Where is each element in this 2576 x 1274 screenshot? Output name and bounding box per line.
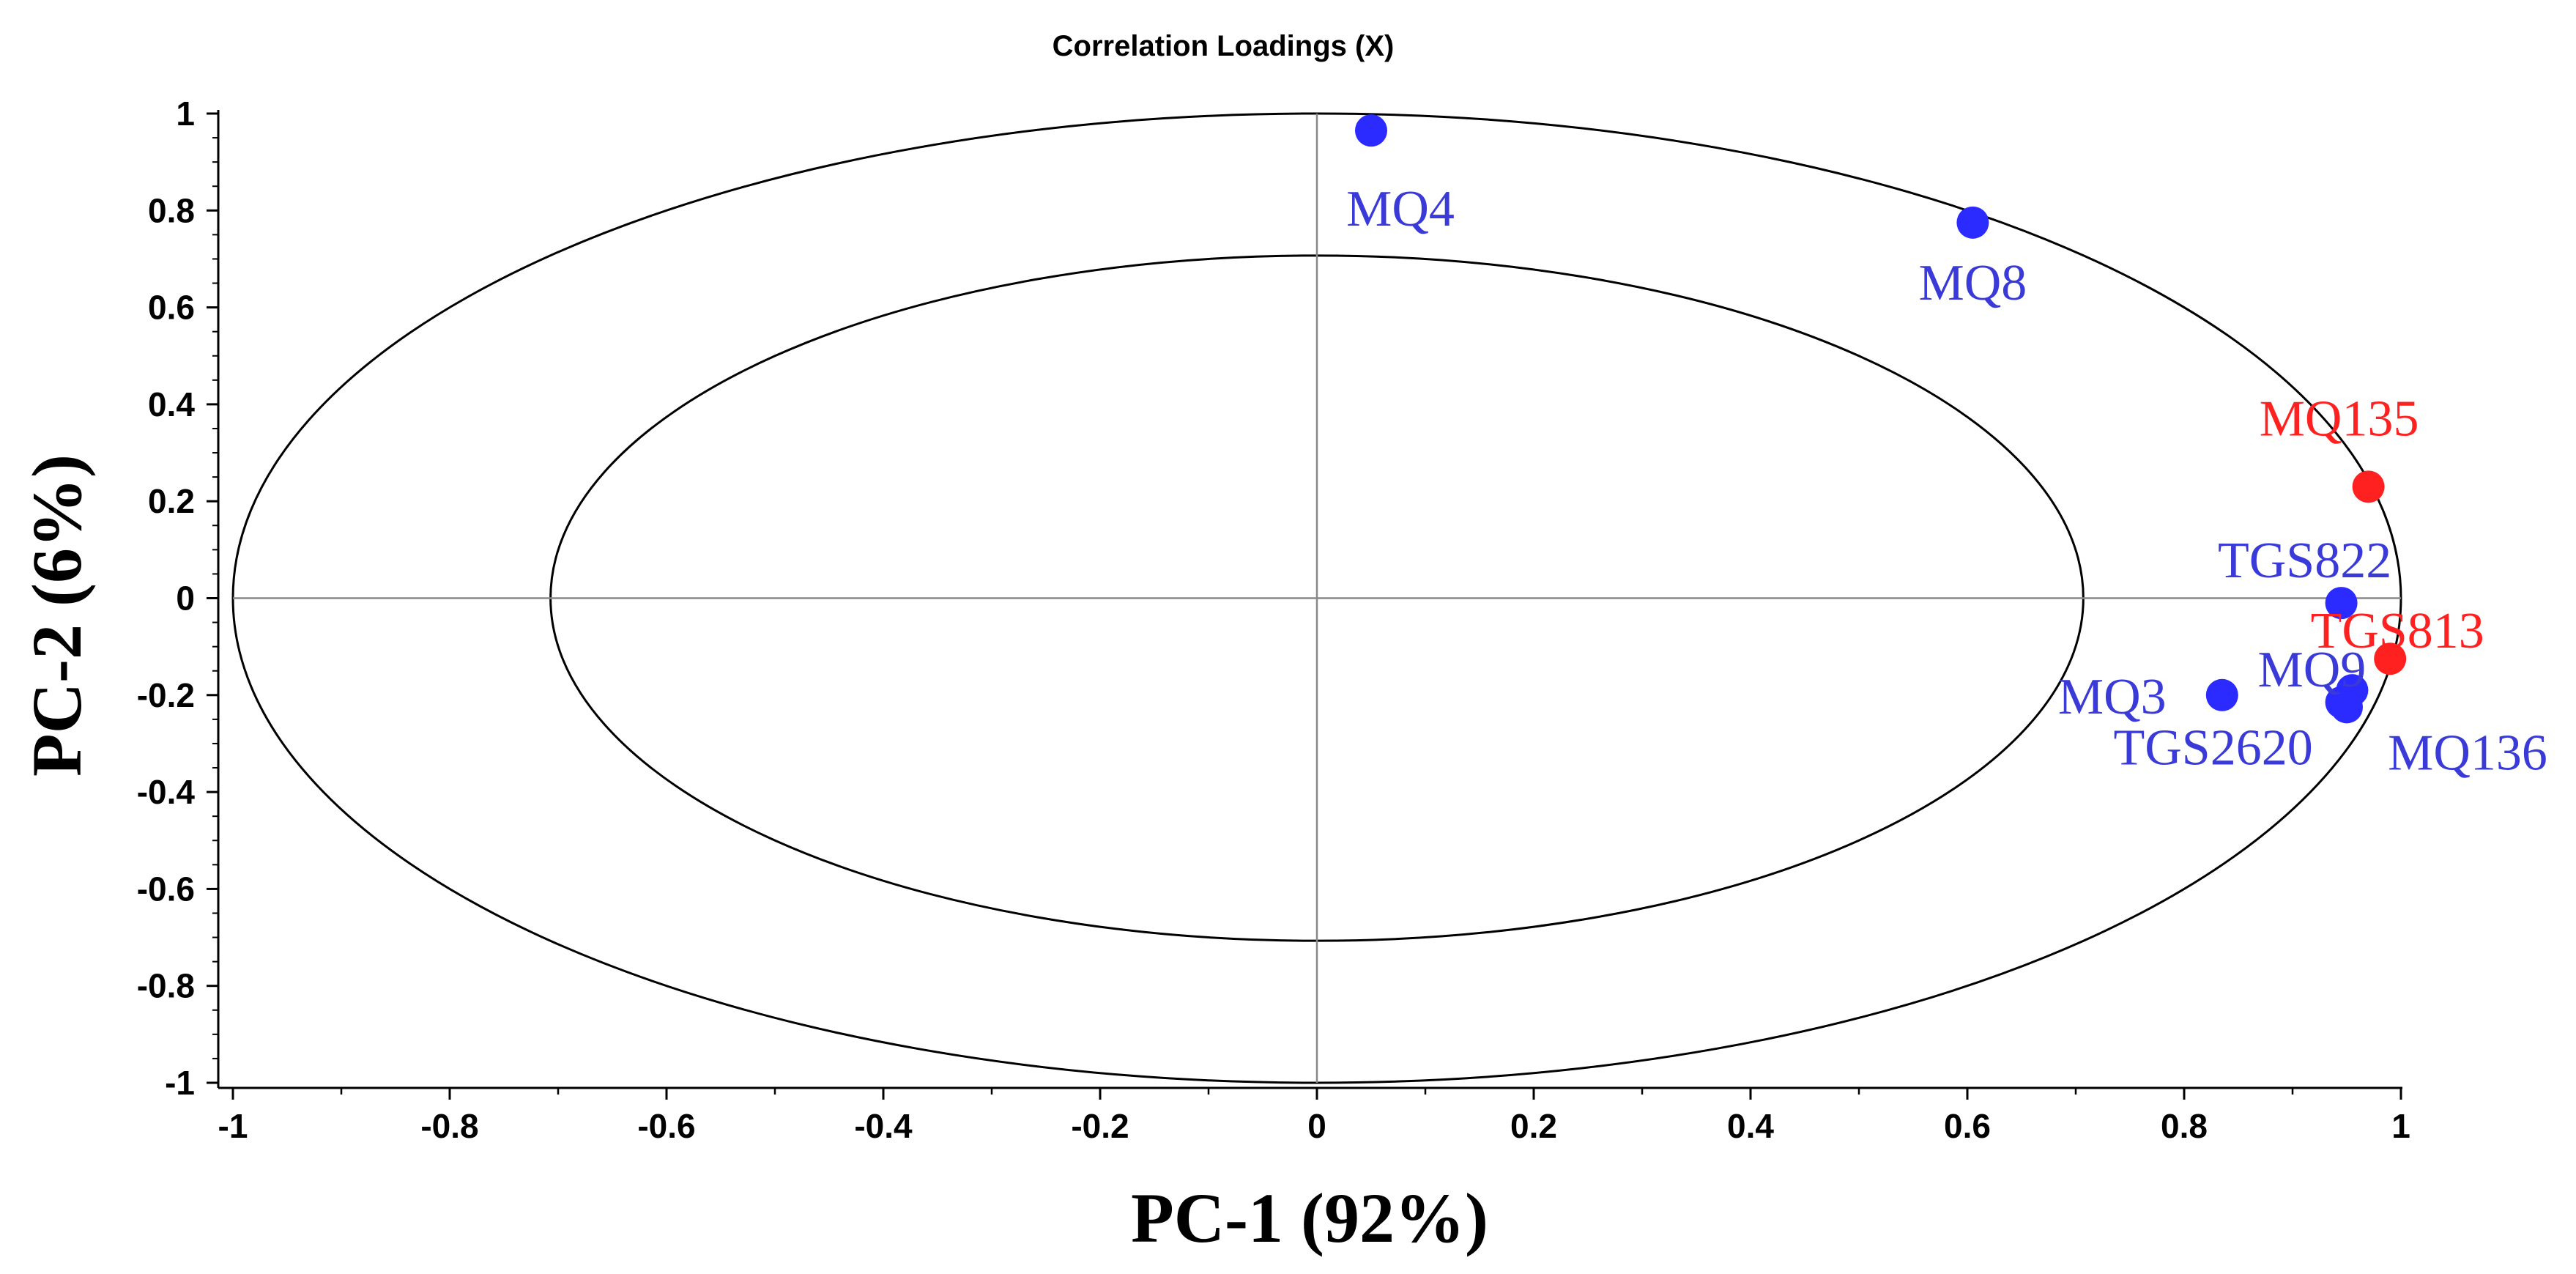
point-mq135	[2352, 470, 2385, 503]
point-label-mq135: MQ135	[2260, 390, 2419, 447]
y-tick-label: -0.6	[137, 870, 195, 908]
y-tick-label: -0.4	[137, 773, 196, 811]
x-axis-title: PC-1 (92%)	[1131, 1179, 1488, 1257]
x-tick-label: -0.6	[637, 1107, 695, 1145]
x-tick-label: 0.4	[1727, 1107, 1774, 1145]
y-tick-label: 0	[176, 579, 195, 618]
point-tgs813	[2374, 642, 2407, 675]
x-tick-label: 0.8	[2161, 1107, 2208, 1145]
point-label-tgs813: TGS813	[2311, 603, 2484, 659]
x-tick-label: 0.6	[1944, 1107, 1991, 1145]
point-label-tgs2620: TGS2620	[2113, 720, 2312, 777]
y-tick-label: 0.8	[148, 191, 195, 229]
y-tick-label: 0.2	[148, 482, 195, 520]
x-tick-label: -0.4	[854, 1107, 913, 1145]
point-label-mq8: MQ8	[1919, 255, 2027, 311]
point-mq8	[1956, 206, 1989, 239]
y-tick-label: 0.6	[148, 289, 195, 327]
x-tick-label: -0.2	[1071, 1107, 1129, 1145]
point-label-mq3: MQ3	[2058, 669, 2167, 725]
point-tgs822	[2325, 587, 2358, 620]
x-tick-label: -1	[218, 1107, 248, 1145]
point-label-mq136: MQ136	[2388, 725, 2547, 781]
point-label-tgs822: TGS822	[2218, 533, 2391, 589]
x-tick-label: 0.2	[1510, 1107, 1557, 1145]
y-tick-label: 0.4	[148, 385, 195, 423]
point-mq4	[1355, 114, 1387, 147]
y-tick-label: -0.8	[137, 967, 195, 1005]
y-tick-label: -1	[165, 1064, 195, 1102]
point-label-mq9: MQ9	[2258, 642, 2367, 698]
chart-title: Correlation Loadings (X)	[1053, 30, 1395, 62]
y-tick-label: -0.2	[137, 676, 195, 714]
x-tick-label: 0	[1307, 1107, 1326, 1145]
x-tick-label: 1	[2391, 1107, 2410, 1145]
point-mq136	[2331, 691, 2363, 724]
x-tick-label: -0.8	[420, 1107, 478, 1145]
point-mq3	[2205, 678, 2238, 711]
y-tick-label: 1	[176, 95, 195, 133]
point-label-mq4: MQ4	[1346, 181, 1455, 237]
y-axis-title: PC-2 (6%)	[18, 454, 96, 777]
